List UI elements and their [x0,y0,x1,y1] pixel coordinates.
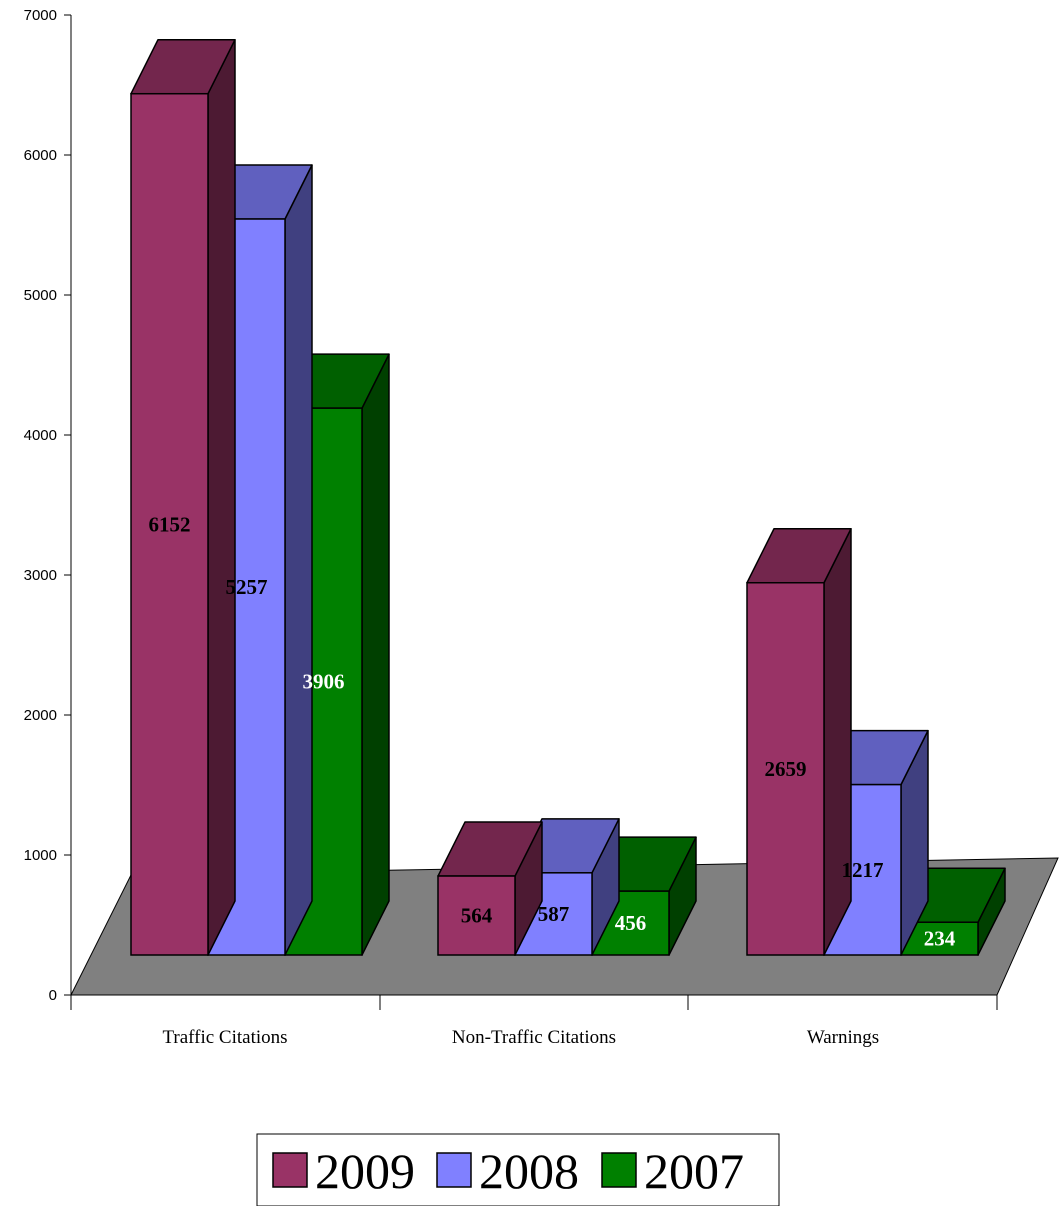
data-label: 6152 [149,512,191,536]
bar-side [284,164,313,956]
y-tick-label: 3000 [24,567,57,584]
axes-layer: 0 1000 2000 3000 4000 5000 6000 7000 Traffic Cit… [24,7,998,1048]
bar-2009-non-traffic-citations [437,875,516,956]
legend: 2009 2008 2007 [256,1133,780,1206]
bar-2009-traffic-citations [130,92,209,956]
legend-label: 2008 [479,1143,579,1199]
labels-layer: 6152 5257 3906 564 587 456 2659 1217 234 [149,512,956,950]
data-label: 3906 [303,670,345,694]
y-tick-label: 0 [49,987,57,1004]
bar-side [361,353,390,956]
bar-side [823,527,852,956]
y-tick-label: 1000 [24,847,57,864]
data-label: 564 [461,904,493,928]
legend-label: 2009 [315,1143,415,1199]
y-tick-label: 6000 [24,147,57,164]
data-label: 1217 [842,858,884,882]
x-category-label: Traffic Citations [162,1027,287,1048]
bar-2009-warnings [746,581,825,956]
legend-swatch [601,1152,637,1188]
bars-layer [130,38,1006,956]
data-label: 2659 [765,757,807,781]
legend-swatch [436,1152,472,1188]
bar-side [207,38,236,956]
data-label: 5257 [226,575,268,599]
y-tick-label: 4000 [24,427,57,444]
y-tick-label: 2000 [24,707,57,724]
y-tick-label: 5000 [24,287,57,304]
data-label: 234 [924,927,956,951]
x-category-label: Warnings [807,1027,879,1048]
x-category-label: Non-Traffic Citations [452,1027,616,1048]
legend-label: 2007 [644,1143,744,1199]
legend-swatch [272,1152,308,1188]
data-label: 587 [538,902,570,926]
data-label: 456 [615,911,647,935]
legend-box [256,1133,780,1206]
y-tick-label: 7000 [24,7,57,24]
